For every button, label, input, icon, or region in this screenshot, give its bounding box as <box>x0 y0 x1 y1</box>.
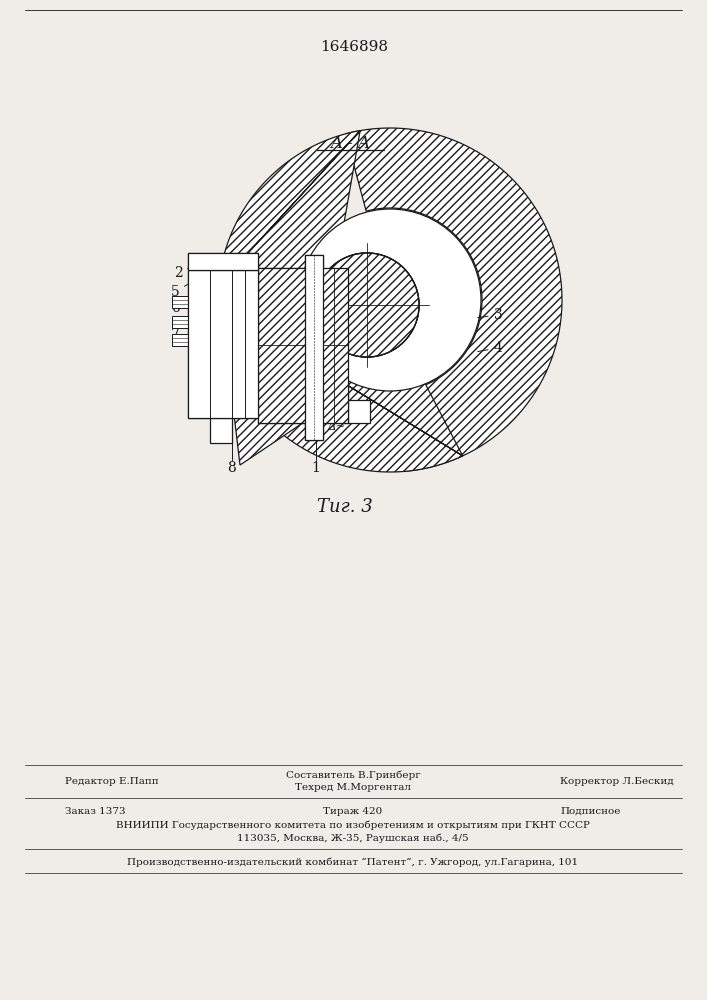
Polygon shape <box>320 268 348 423</box>
Text: Δ~: Δ~ <box>328 420 346 434</box>
Polygon shape <box>188 270 258 418</box>
Polygon shape <box>320 268 348 423</box>
Text: Заказ 1373: Заказ 1373 <box>65 806 126 816</box>
Polygon shape <box>172 316 188 328</box>
Text: Составитель В.Гринберг: Составитель В.Гринберг <box>286 770 421 780</box>
Text: 1: 1 <box>312 461 320 475</box>
Circle shape <box>315 253 419 357</box>
Polygon shape <box>188 253 258 270</box>
Text: 2: 2 <box>174 258 211 280</box>
Polygon shape <box>188 253 258 270</box>
Polygon shape <box>346 128 562 471</box>
Text: 7: 7 <box>170 328 185 342</box>
Polygon shape <box>258 268 320 423</box>
Polygon shape <box>218 210 462 472</box>
Polygon shape <box>172 296 188 308</box>
Polygon shape <box>210 418 232 443</box>
Text: Тираж 420: Тираж 420 <box>323 806 382 816</box>
Text: ВНИИПИ Государственного комитета по изобретениям и открытиям при ГКНТ СССР: ВНИИПИ Государственного комитета по изоб… <box>116 820 590 830</box>
Polygon shape <box>172 334 188 346</box>
Text: Производственно-издательский комбинат “Патент”, г. Ужгород, ул.Гагарина, 101: Производственно-издательский комбинат “П… <box>127 857 578 867</box>
Text: 1646898: 1646898 <box>320 40 388 54</box>
Text: 8: 8 <box>228 461 236 475</box>
Text: Подписное: Подписное <box>560 806 620 816</box>
Text: 113035, Москва, Ж-35, Раушская наб., 4/5: 113035, Москва, Ж-35, Раушская наб., 4/5 <box>237 833 469 843</box>
Polygon shape <box>348 400 370 423</box>
Text: A - A: A - A <box>330 134 370 151</box>
Text: 6: 6 <box>170 301 189 315</box>
Text: Τиг. 3: Τиг. 3 <box>317 498 373 516</box>
Text: 4: 4 <box>478 341 503 355</box>
Polygon shape <box>305 255 323 440</box>
Text: 5: 5 <box>170 281 192 299</box>
Polygon shape <box>218 131 360 465</box>
Circle shape <box>315 253 419 357</box>
Polygon shape <box>305 255 323 440</box>
Circle shape <box>299 209 481 391</box>
Text: Корректор Л.Бескид: Корректор Л.Бескид <box>560 776 674 786</box>
Text: Редактор Е.Папп: Редактор Е.Папп <box>65 776 158 786</box>
Text: Техред М.Моргентал: Техред М.Моргентал <box>295 784 411 792</box>
Text: 3: 3 <box>478 308 503 322</box>
Polygon shape <box>258 268 320 423</box>
Polygon shape <box>188 270 258 418</box>
